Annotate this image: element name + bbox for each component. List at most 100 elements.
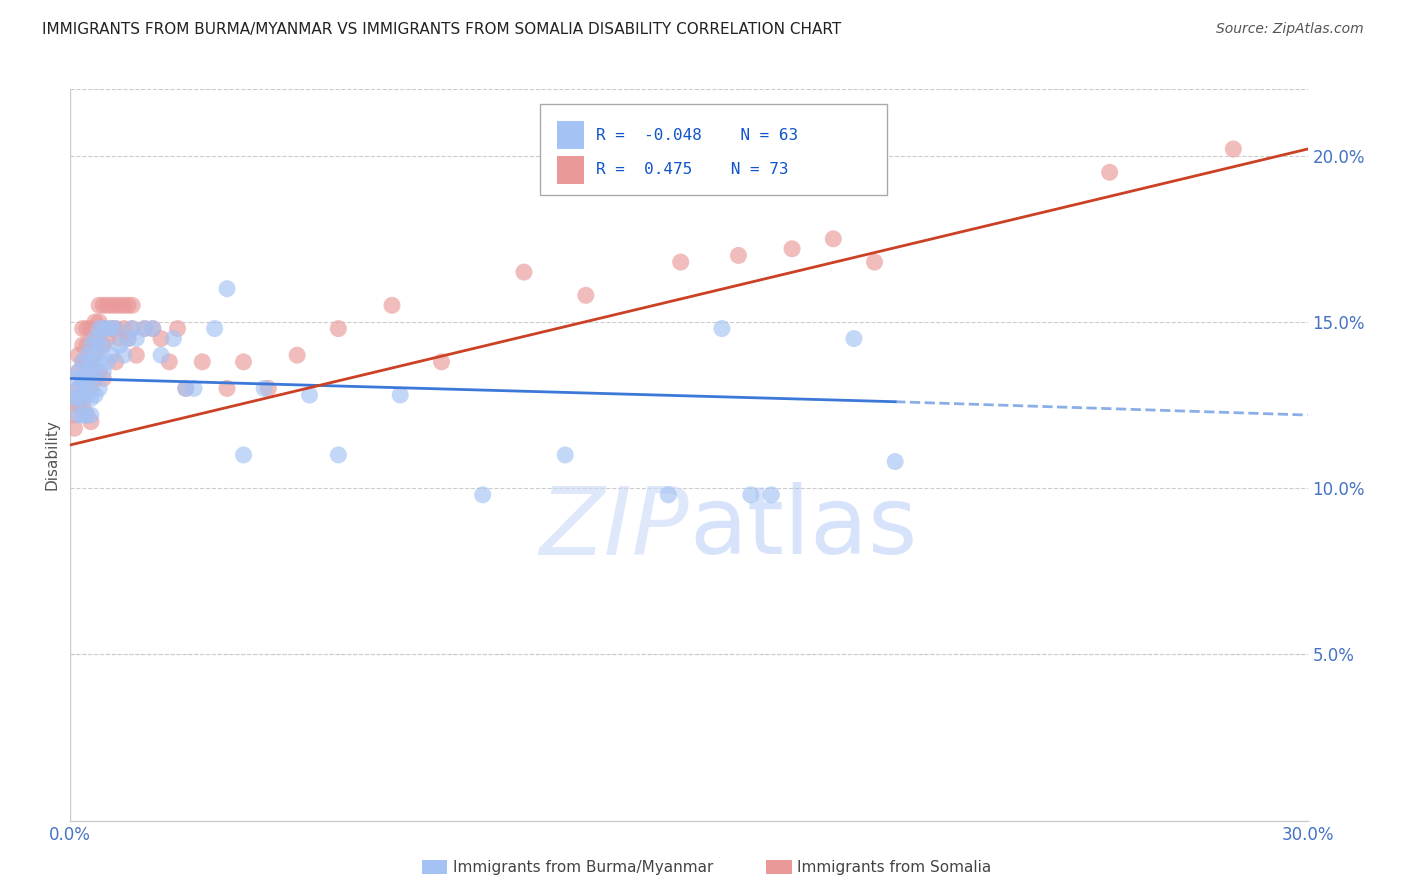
Point — [91, 298, 114, 312]
Point — [108, 338, 131, 352]
Point — [84, 365, 107, 379]
Point — [91, 321, 114, 335]
Text: Immigrants from Somalia: Immigrants from Somalia — [797, 860, 991, 874]
Point — [84, 348, 107, 362]
Point — [204, 321, 226, 335]
Point — [84, 332, 107, 346]
Point — [91, 338, 114, 352]
Point — [863, 255, 886, 269]
Point — [108, 298, 131, 312]
Point — [121, 298, 143, 312]
Point — [657, 488, 679, 502]
Point — [100, 321, 122, 335]
Y-axis label: Disability: Disability — [44, 419, 59, 491]
Point — [710, 321, 733, 335]
Point — [91, 371, 114, 385]
Point — [84, 388, 107, 402]
Point — [740, 488, 762, 502]
Point — [162, 332, 184, 346]
Point — [174, 381, 197, 395]
Point — [112, 321, 135, 335]
Point — [76, 408, 98, 422]
Point — [328, 321, 350, 335]
Point — [142, 321, 165, 335]
Text: R =  0.475    N = 73: R = 0.475 N = 73 — [596, 162, 789, 178]
Point — [72, 381, 94, 395]
Point — [104, 321, 127, 335]
Point — [89, 355, 111, 369]
Point — [72, 392, 94, 406]
Point — [72, 398, 94, 412]
Point — [80, 338, 103, 352]
FancyBboxPatch shape — [557, 121, 583, 149]
Point — [575, 288, 598, 302]
Point — [80, 415, 103, 429]
Point — [89, 381, 111, 395]
Point — [104, 298, 127, 312]
Point — [96, 298, 118, 312]
Point — [215, 381, 238, 395]
Point — [67, 392, 90, 406]
Point — [125, 348, 148, 362]
Point — [96, 332, 118, 346]
Point — [298, 388, 321, 402]
Point — [67, 398, 90, 412]
Point — [121, 321, 143, 335]
Point — [150, 332, 173, 346]
Point — [761, 488, 783, 502]
Point — [253, 381, 276, 395]
Point — [76, 388, 98, 402]
Point — [72, 355, 94, 369]
Point — [100, 321, 122, 335]
Point — [142, 321, 165, 335]
Point — [80, 338, 103, 352]
Point — [150, 348, 173, 362]
Point — [89, 298, 111, 312]
Point — [76, 365, 98, 379]
Text: R =  -0.048    N = 63: R = -0.048 N = 63 — [596, 128, 799, 143]
Point — [76, 375, 98, 389]
FancyBboxPatch shape — [557, 156, 583, 184]
Point — [780, 242, 803, 256]
Point — [100, 348, 122, 362]
Point — [669, 255, 692, 269]
Point — [76, 348, 98, 362]
Point — [108, 332, 131, 346]
Point — [80, 408, 103, 422]
Point — [157, 355, 180, 369]
Text: IMMIGRANTS FROM BURMA/MYANMAR VS IMMIGRANTS FROM SOMALIA DISABILITY CORRELATION : IMMIGRANTS FROM BURMA/MYANMAR VS IMMIGRA… — [42, 22, 841, 37]
Point — [72, 371, 94, 385]
Point — [884, 454, 907, 468]
Point — [100, 298, 122, 312]
Point — [63, 421, 86, 435]
Point — [117, 298, 139, 312]
Point — [84, 332, 107, 346]
Point — [63, 408, 86, 422]
Text: Source: ZipAtlas.com: Source: ZipAtlas.com — [1216, 22, 1364, 37]
Point — [215, 282, 238, 296]
Point — [89, 315, 111, 329]
Point — [84, 371, 107, 385]
Point — [430, 355, 453, 369]
Point — [89, 338, 111, 352]
Point — [67, 381, 90, 395]
Point — [80, 321, 103, 335]
Point — [80, 371, 103, 385]
Point — [63, 371, 86, 385]
Point — [89, 321, 111, 335]
Text: Immigrants from Burma/Myanmar: Immigrants from Burma/Myanmar — [453, 860, 713, 874]
Point — [174, 381, 197, 395]
Point — [63, 392, 86, 406]
Point — [727, 248, 749, 262]
Point — [72, 338, 94, 352]
Point — [166, 321, 188, 335]
Point — [72, 321, 94, 335]
Point — [76, 408, 98, 422]
Point — [76, 371, 98, 385]
Text: ZIP: ZIP — [540, 483, 689, 574]
Point — [121, 321, 143, 335]
Point — [80, 381, 103, 395]
Point — [76, 355, 98, 369]
Point — [67, 408, 90, 422]
Point — [91, 365, 114, 379]
